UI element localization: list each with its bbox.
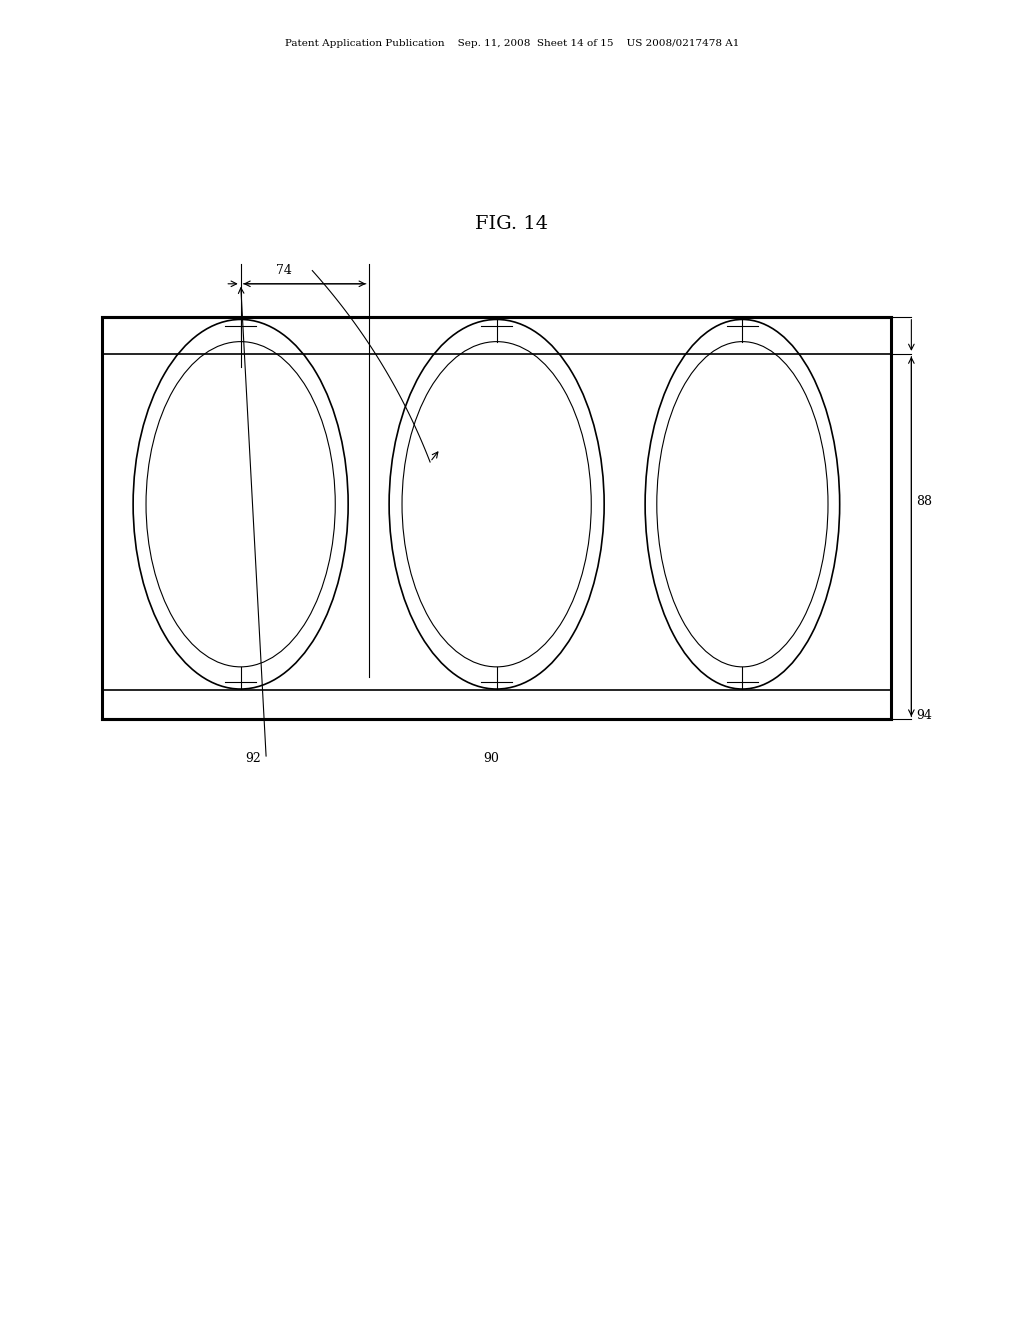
Text: 92: 92 [246,752,261,766]
Text: FIG. 14: FIG. 14 [475,215,549,234]
Text: 90: 90 [483,752,500,766]
Text: Patent Application Publication    Sep. 11, 2008  Sheet 14 of 15    US 2008/02174: Patent Application Publication Sep. 11, … [285,40,739,48]
Text: 94: 94 [916,709,933,722]
Bar [102,317,891,719]
Text: 74: 74 [275,264,292,277]
Text: 88: 88 [916,495,933,508]
